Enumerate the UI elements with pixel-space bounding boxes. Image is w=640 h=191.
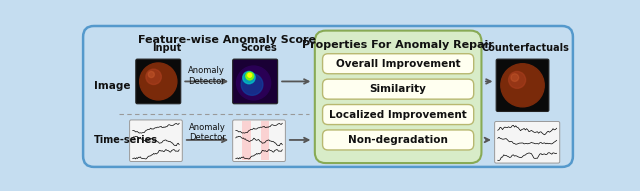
FancyBboxPatch shape <box>83 26 573 167</box>
Circle shape <box>241 74 263 95</box>
Circle shape <box>148 71 154 78</box>
Text: Input: Input <box>152 43 181 53</box>
Text: Localized Improvement: Localized Improvement <box>329 110 467 120</box>
Text: Similarity: Similarity <box>370 84 427 94</box>
FancyBboxPatch shape <box>315 31 481 163</box>
FancyBboxPatch shape <box>233 59 278 104</box>
Text: Counterfactuals: Counterfactuals <box>482 43 570 53</box>
Bar <box>260 121 269 160</box>
Text: Image: Image <box>94 81 131 91</box>
FancyBboxPatch shape <box>323 130 474 150</box>
FancyBboxPatch shape <box>323 54 474 74</box>
Text: Time-series: Time-series <box>94 135 158 145</box>
FancyBboxPatch shape <box>323 79 474 99</box>
Text: Feature-wise Anomaly Score: Feature-wise Anomaly Score <box>138 35 316 45</box>
Circle shape <box>246 72 253 80</box>
Circle shape <box>501 64 544 107</box>
Text: Non-degradation: Non-degradation <box>348 135 448 145</box>
FancyBboxPatch shape <box>323 104 474 125</box>
Text: Properties For Anomaly Repair: Properties For Anomaly Repair <box>302 40 494 50</box>
Circle shape <box>237 66 271 100</box>
FancyBboxPatch shape <box>495 121 560 163</box>
Circle shape <box>248 73 252 77</box>
FancyBboxPatch shape <box>129 120 182 162</box>
Circle shape <box>140 63 177 100</box>
Circle shape <box>243 71 255 84</box>
Text: Anomaly
Detector: Anomaly Detector <box>189 123 226 142</box>
FancyBboxPatch shape <box>233 120 285 162</box>
FancyBboxPatch shape <box>136 59 180 104</box>
Circle shape <box>146 69 161 85</box>
FancyBboxPatch shape <box>496 59 549 112</box>
Bar <box>242 121 250 160</box>
Circle shape <box>511 74 518 81</box>
Text: Scores: Scores <box>240 43 276 53</box>
Text: Anomaly
Detector: Anomaly Detector <box>188 66 225 86</box>
Text: Overall Improvement: Overall Improvement <box>336 59 460 69</box>
Circle shape <box>509 71 525 88</box>
